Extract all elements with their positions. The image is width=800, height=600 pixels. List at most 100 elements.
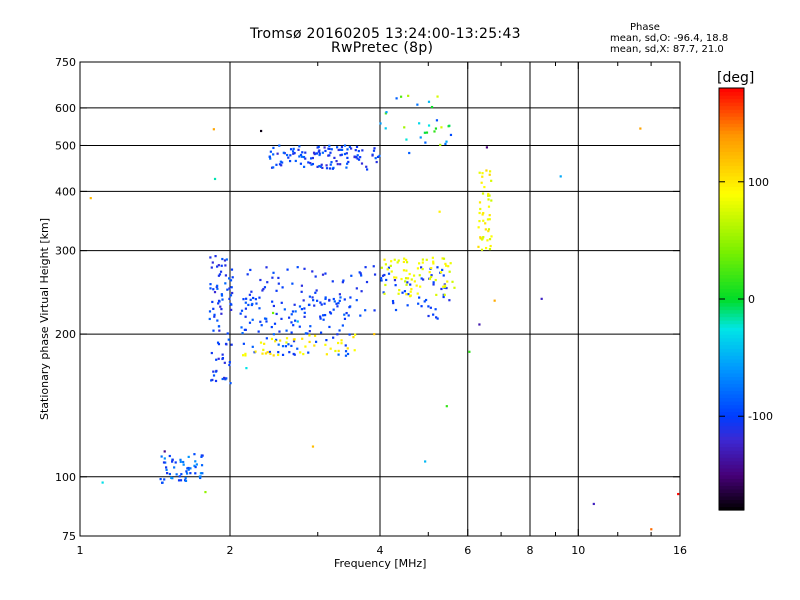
data-point <box>336 333 339 336</box>
phase-stats-heading: Phase <box>630 22 660 33</box>
colorbar-band <box>719 284 744 290</box>
data-point <box>230 343 233 346</box>
data-point <box>213 177 217 181</box>
colorbar-band <box>719 256 744 261</box>
data-point <box>244 301 247 304</box>
colorbar-band <box>719 351 744 356</box>
data-point <box>416 103 419 106</box>
data-point <box>199 476 202 480</box>
data-point <box>427 305 430 308</box>
data-point <box>441 268 444 272</box>
data-point <box>329 312 333 315</box>
data-point <box>239 312 242 315</box>
data-point <box>328 325 331 329</box>
data-point <box>221 353 224 356</box>
data-point <box>216 341 220 344</box>
data-point <box>249 298 252 301</box>
colorbar-band <box>719 355 744 360</box>
data-point <box>399 95 403 98</box>
data-point <box>301 151 304 154</box>
data-point <box>445 405 448 408</box>
data-point <box>302 155 306 159</box>
data-point <box>275 289 278 292</box>
data-point <box>261 289 264 292</box>
data-point <box>271 311 275 315</box>
data-point <box>391 299 395 303</box>
data-point <box>408 295 412 298</box>
data-point <box>422 278 425 281</box>
data-point <box>89 197 92 200</box>
data-point <box>322 314 325 317</box>
data-point <box>328 311 332 314</box>
colorbar-band <box>719 313 744 318</box>
data-point <box>347 160 350 164</box>
data-point <box>224 274 228 277</box>
data-point <box>364 266 367 269</box>
data-point <box>319 315 322 318</box>
data-point <box>300 290 303 293</box>
colorbar-band <box>719 460 744 465</box>
data-point <box>318 164 321 168</box>
data-point <box>211 261 214 264</box>
colorbar-band <box>719 474 744 479</box>
colorbar-band <box>719 506 744 511</box>
colorbar-band <box>719 242 744 247</box>
data-point <box>189 467 192 470</box>
data-point <box>453 286 456 289</box>
data-point <box>484 222 487 225</box>
data-point <box>324 297 327 300</box>
data-point <box>211 378 214 382</box>
data-point <box>443 284 447 287</box>
data-point <box>177 479 181 482</box>
data-point <box>404 280 407 283</box>
data-point <box>359 156 362 159</box>
data-point <box>311 296 314 299</box>
data-point <box>493 299 496 302</box>
colorbar-band <box>719 316 744 321</box>
data-point <box>308 330 311 333</box>
data-point <box>337 302 340 305</box>
data-point <box>481 175 484 178</box>
data-point <box>481 192 485 195</box>
colorbar-band <box>719 175 744 181</box>
data-point <box>409 290 412 293</box>
data-point <box>383 273 386 277</box>
data-point <box>479 237 482 240</box>
data-point <box>280 164 283 167</box>
data-point <box>242 354 245 357</box>
data-point <box>324 313 327 317</box>
data-point <box>199 472 203 475</box>
data-point <box>278 163 282 166</box>
data-point <box>212 288 215 291</box>
data-point <box>270 337 274 341</box>
y-tick-label: 400 <box>55 185 76 198</box>
data-point <box>292 324 295 327</box>
data-point <box>259 320 262 323</box>
data-point <box>365 280 369 284</box>
data-point <box>184 479 188 482</box>
data-point <box>195 463 198 466</box>
data-point <box>217 325 221 328</box>
colorbar-band <box>719 495 744 501</box>
data-point <box>226 332 229 335</box>
colorbar-band <box>719 327 744 332</box>
data-point <box>213 315 216 318</box>
data-point <box>479 236 482 239</box>
data-point <box>483 185 486 189</box>
data-point <box>308 295 312 298</box>
data-point <box>212 370 215 373</box>
colorbar-band <box>719 330 744 335</box>
data-point <box>487 228 491 231</box>
colorbar-band <box>719 341 744 346</box>
colorbar-band <box>719 119 744 124</box>
data-point <box>168 454 171 458</box>
data-point <box>348 333 351 336</box>
data-point <box>230 286 233 289</box>
data-point <box>425 258 428 261</box>
data-point <box>272 153 275 156</box>
data-point <box>268 155 271 158</box>
data-point <box>383 292 386 295</box>
data-point <box>228 361 231 364</box>
data-point <box>178 475 181 478</box>
data-point <box>332 336 335 339</box>
